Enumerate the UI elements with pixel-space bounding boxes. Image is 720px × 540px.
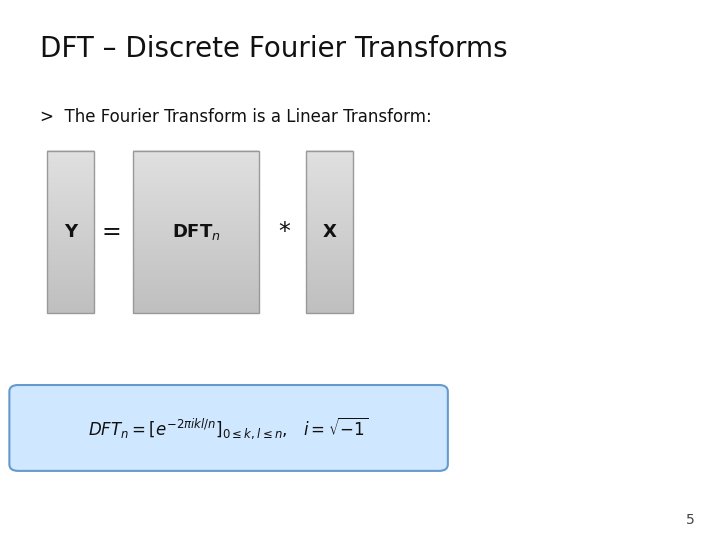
Text: Y: Y [63, 223, 77, 241]
Text: =: = [102, 220, 122, 244]
Text: DFT$_n$: DFT$_n$ [172, 222, 220, 242]
Text: DFT – Discrete Fourier Transforms: DFT – Discrete Fourier Transforms [40, 35, 507, 63]
FancyBboxPatch shape [9, 385, 448, 471]
Text: >  The Fourier Transform is a Linear Transform:: > The Fourier Transform is a Linear Tran… [40, 108, 431, 126]
Text: X: X [323, 223, 336, 241]
Text: 5: 5 [686, 512, 695, 526]
Bar [306, 151, 353, 313]
Text: *: * [279, 220, 290, 244]
Bar [133, 151, 259, 313]
Bar [47, 151, 94, 313]
Text: $DFT_n = [e^{-2\pi ikl/n}]_{0 \leq k,l \leq n}$,   $i = \sqrt{-1}$: $DFT_n = [e^{-2\pi ikl/n}]_{0 \leq k,l \… [89, 415, 369, 441]
